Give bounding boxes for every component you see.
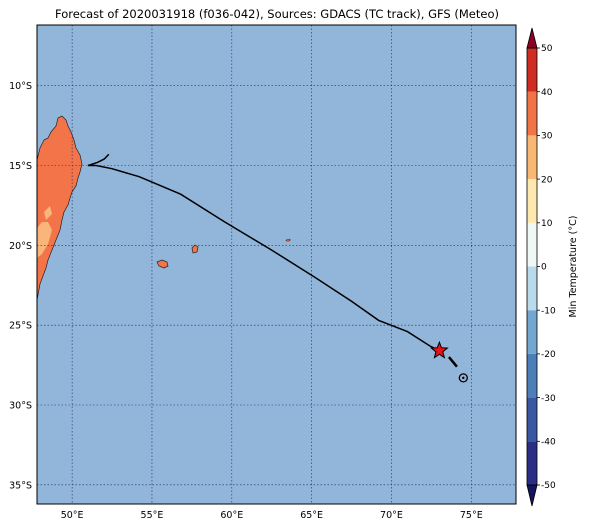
past-track-line [87,153,440,352]
colorbar-band [527,266,537,311]
lon-tick-label: 65°E [300,510,323,521]
map-frame [36,24,517,505]
madagascar-land [37,115,83,301]
temperature-colorbar: 50 40 30 20 10 0 -10 -20 -30 -40 -50 Min Temperatur… [526,27,579,507]
colorbar-tick-label: 10 [541,219,553,229]
lon-tick-label: 50°E [61,510,84,521]
lon-tick-label: 60°E [220,510,243,521]
reunion-island [156,259,169,269]
map-graticule [37,25,516,504]
colorbar-label: Min Temperature (°C) [568,216,579,318]
colorbar-tick-label: -50 [541,481,556,491]
colorbar-tick-label: 20 [541,175,553,185]
axis-tick-labels: 50°E 55°E 60°E 65°E 70°E 75°E 10°S 15°S 20°S 25°S… [9,81,483,521]
colorbar-tick-label: -20 [541,350,556,360]
lat-tick-label: 15°S [9,161,32,172]
ocean-background [37,25,516,504]
current-position-star-icon [429,340,449,359]
madagascar-mild-coast [44,206,52,220]
lon-tick-label: 55°E [141,510,164,521]
forecast-position-marker [458,373,468,383]
colorbar-band [527,179,537,223]
colorbar-band [527,135,537,180]
colorbar-band [527,222,537,267]
forecast-position-dot [462,376,465,380]
lat-tick-label: 35°S [9,480,32,491]
colorbar-extend-low [526,484,538,507]
cyclone-track [87,153,468,383]
madagascar-landmass [37,115,83,301]
forecast-track-dash [447,356,458,368]
colorbar-tick-label: -40 [541,438,556,448]
colorbar-tick-label: -10 [541,306,556,316]
figure-title: Forecast of 2020031918 (f036-042), Sourc… [55,7,499,21]
colorbar-tick-label: 40 [541,88,553,98]
lat-tick-label: 10°S [9,81,32,92]
lat-tick-label: 30°S [9,401,32,412]
colorbar-tick-label: 30 [541,132,553,142]
colorbar-band [527,91,537,136]
lon-tick-label: 75°E [460,510,483,521]
lat-tick-label: 25°S [9,321,32,332]
colorbar-band [527,353,537,398]
colorbar-band [527,397,537,442]
colorbar-band [527,310,537,354]
colorbar-tick-label: 0 [541,263,547,273]
colorbar-band [527,48,537,92]
rodrigues-island [285,238,291,242]
colorbar-tick-label: -30 [541,394,556,404]
colorbar-extend-high [526,27,538,49]
lon-tick-label: 70°E [380,510,403,521]
colorbar-tick-label: 50 [541,44,553,54]
colorbar-band [527,441,537,485]
lat-tick-label: 20°S [9,241,32,252]
madagascar-mild-region [37,222,52,258]
